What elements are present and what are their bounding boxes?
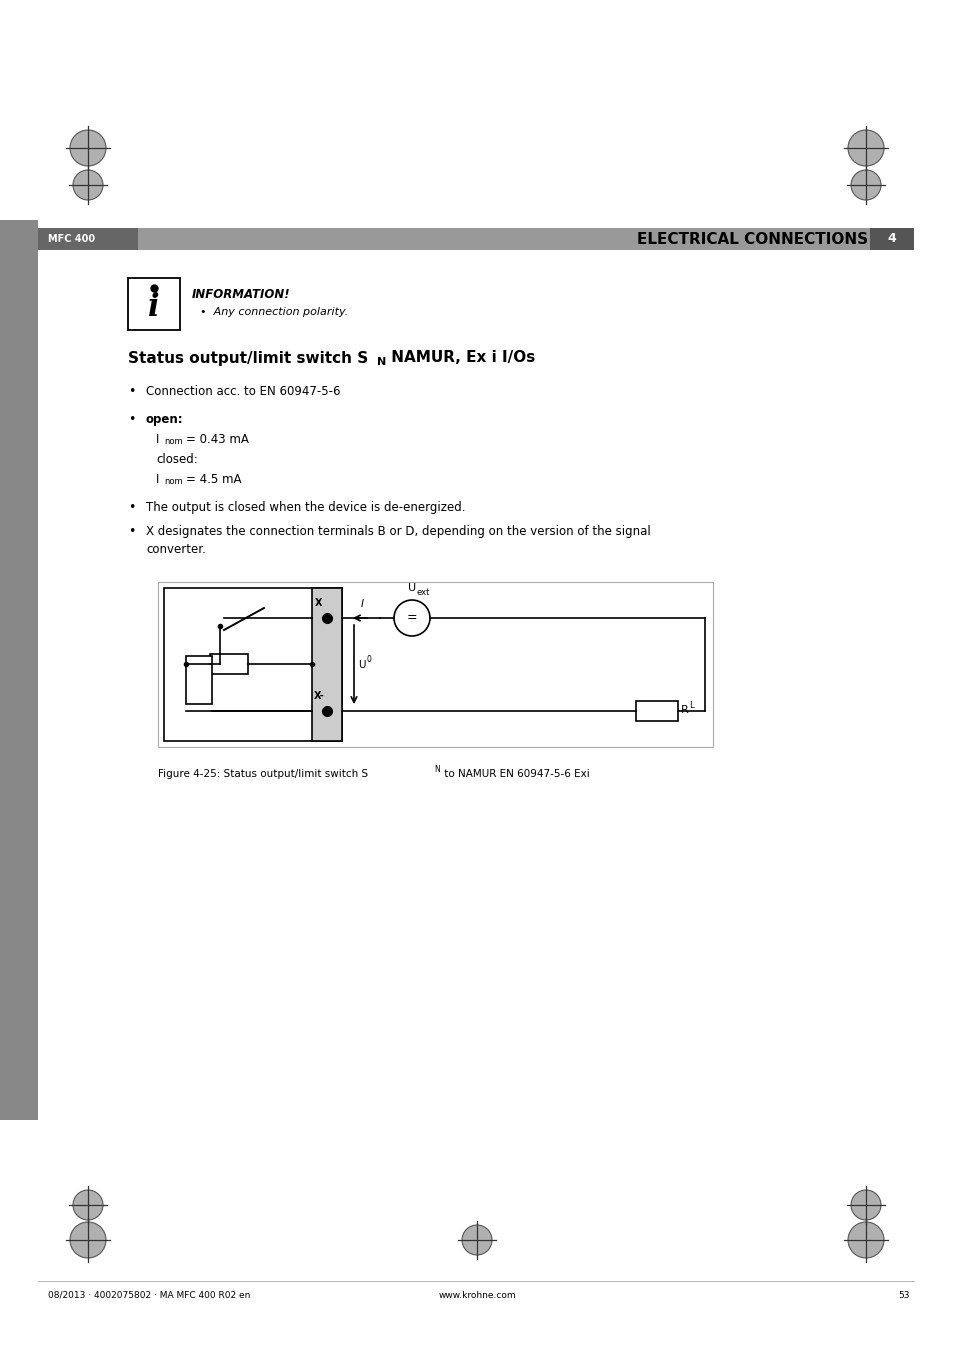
Text: ELECTRICAL CONNECTIONS: ELECTRICAL CONNECTIONS	[637, 231, 867, 247]
Text: Status output/limit switch S: Status output/limit switch S	[128, 351, 368, 366]
Bar	[186, 656, 212, 703]
Text: INFORMATION!: INFORMATION!	[192, 288, 291, 301]
Text: =: =	[406, 612, 416, 625]
Circle shape	[847, 1222, 883, 1258]
Circle shape	[70, 130, 106, 166]
Bar	[128, 278, 180, 329]
Text: MFC 400: MFC 400	[48, 234, 95, 244]
Text: closed:: closed:	[156, 454, 197, 466]
Circle shape	[850, 170, 880, 200]
Bar	[210, 653, 248, 674]
Text: •: •	[128, 385, 135, 398]
Text: Connection acc. to EN 60947-5-6: Connection acc. to EN 60947-5-6	[146, 385, 340, 398]
Text: X: X	[314, 598, 322, 608]
Circle shape	[73, 1189, 103, 1220]
Text: N: N	[376, 356, 386, 367]
Text: to NAMUR EN 60947-5-6 Exi: to NAMUR EN 60947-5-6 Exi	[440, 769, 589, 779]
Bar	[38, 228, 138, 250]
Text: L: L	[688, 702, 693, 710]
Bar	[38, 228, 913, 250]
Bar	[869, 228, 913, 250]
Text: •  Any connection polarity.: • Any connection polarity.	[200, 306, 348, 317]
Text: •: •	[128, 501, 135, 514]
Bar	[312, 589, 341, 741]
Text: U: U	[357, 660, 365, 670]
Bar	[164, 589, 341, 741]
Text: I: I	[156, 472, 159, 486]
Text: nom: nom	[164, 437, 182, 446]
Text: U: U	[408, 583, 416, 593]
Text: NAMUR, Ex i I/Os: NAMUR, Ex i I/Os	[386, 351, 535, 366]
Text: •: •	[128, 413, 135, 427]
Circle shape	[70, 1222, 106, 1258]
Circle shape	[850, 1189, 880, 1220]
Text: I: I	[360, 599, 363, 609]
Text: 08/2013 · 4002075802 · MA MFC 400 R02 en: 08/2013 · 4002075802 · MA MFC 400 R02 en	[48, 1291, 250, 1300]
Bar	[636, 701, 678, 721]
Text: converter.: converter.	[146, 543, 206, 556]
Text: •: •	[128, 525, 135, 539]
Bar	[0, 220, 38, 1120]
Circle shape	[847, 130, 883, 166]
Text: open:: open:	[146, 413, 183, 427]
Text: The output is closed when the device is de-energized.: The output is closed when the device is …	[146, 501, 465, 514]
Text: nom: nom	[164, 477, 182, 486]
Text: www.krohne.com: www.krohne.com	[437, 1291, 516, 1300]
Text: 0: 0	[367, 655, 372, 664]
Circle shape	[461, 1224, 492, 1256]
Bar	[158, 582, 712, 747]
Text: I: I	[156, 433, 159, 446]
Text: Figure 4-25: Status output/limit switch S: Figure 4-25: Status output/limit switch …	[158, 769, 368, 779]
Text: N: N	[434, 765, 439, 774]
Text: ext: ext	[416, 589, 430, 597]
Text: X designates the connection terminals B or D, depending on the version of the si: X designates the connection terminals B …	[146, 525, 650, 539]
Text: 53: 53	[898, 1291, 909, 1300]
Text: 4: 4	[886, 232, 896, 246]
Circle shape	[73, 170, 103, 200]
Text: i: i	[148, 293, 160, 324]
Text: = 4.5 mA: = 4.5 mA	[186, 472, 241, 486]
Text: = 0.43 mA: = 0.43 mA	[186, 433, 249, 446]
Text: R: R	[680, 705, 688, 716]
Text: X-: X-	[314, 691, 324, 701]
